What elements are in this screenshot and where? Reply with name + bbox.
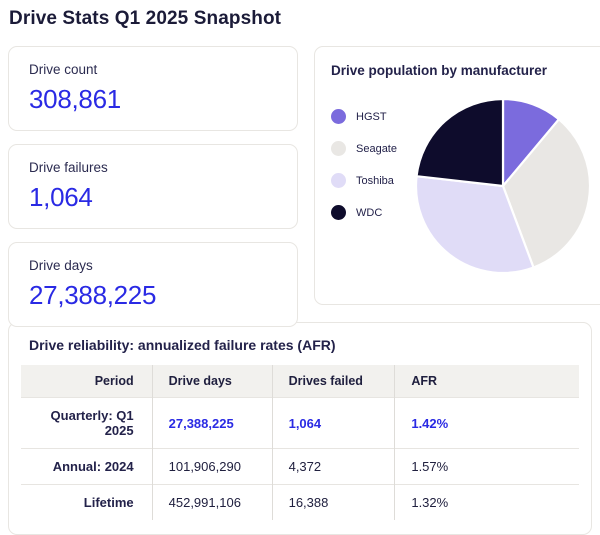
pie-chart-card: Drive population by manufacturer HGST Se… — [314, 46, 600, 305]
legend-item-toshiba: Toshiba — [331, 173, 413, 188]
afr-cell: 1.57% — [394, 448, 579, 485]
pie-slice-seagate — [501, 118, 592, 269]
legend-item-hgst: HGST — [331, 109, 413, 124]
afr-table-title: Drive reliability: annualized failure ra… — [29, 337, 336, 353]
legend-swatch-wdc — [331, 205, 346, 220]
legend-label-toshiba: Toshiba — [356, 174, 394, 187]
drive-failures-label: Drive failures — [29, 160, 108, 175]
drive-failures-value: 1,064 — [29, 182, 93, 212]
dashboard-grid: Drive count 308,861 Drive failures 1,064… — [8, 46, 600, 327]
afr-cell: 1.32% — [394, 484, 579, 520]
drives-failed-cell: 1,064 — [271, 397, 395, 449]
drive-failures-card: Drive failures 1,064 — [8, 144, 298, 229]
afr-cell: 1.42% — [394, 397, 579, 449]
legend-label-seagate: Seagate — [356, 142, 397, 155]
pie-chart-title: Drive population by manufacturer — [331, 63, 548, 78]
legend-label-hgst: HGST — [356, 110, 387, 123]
pie-chart-row: HGST Seagate Toshiba WDC — [331, 96, 599, 281]
drive-count-card: Drive count 308,861 — [8, 46, 298, 131]
period-cell: Quarterly: Q1 2025 — [50, 408, 134, 438]
drive-days-cell: 452,991,106 — [151, 484, 273, 520]
column-header-drives-failed: Drives failed — [271, 365, 395, 398]
drive-days-cell: 27,388,225 — [151, 397, 273, 449]
period-cell: Annual: 2024 — [52, 459, 134, 474]
legend-swatch-toshiba — [331, 173, 346, 188]
column-header-period: Period — [21, 365, 153, 398]
pie-slice-toshiba — [414, 175, 535, 275]
pie-chart-wrap — [413, 96, 593, 281]
afr-table-card: Drive reliability: annualized failure ra… — [8, 322, 592, 535]
drive-days-cell: 101,906,290 — [151, 448, 273, 485]
drive-days-value: 27,388,225 — [29, 280, 157, 310]
afr-table: Period Drive days Drives failed AFR Quar… — [21, 365, 579, 520]
drive-days-card: Drive days 27,388,225 — [8, 242, 298, 327]
drive-count-value: 308,861 — [29, 84, 121, 114]
drives-failed-cell: 16,388 — [271, 484, 395, 520]
period-cell: Lifetime — [83, 495, 134, 510]
drive-days-label: Drive days — [29, 258, 93, 273]
legend-label-wdc: WDC — [356, 206, 383, 219]
table-row-annual: Annual: 2024 101,906,290 4,372 1.57% — [21, 448, 579, 485]
table-row-quarterly: Quarterly: Q1 2025 27,388,225 1,064 1.42… — [21, 397, 579, 449]
legend-item-seagate: Seagate — [331, 141, 413, 156]
pie-legend: HGST Seagate Toshiba WDC — [331, 96, 413, 220]
legend-swatch-hgst — [331, 109, 346, 124]
drive-count-label: Drive count — [29, 62, 98, 77]
table-row-lifetime: Lifetime 452,991,106 16,388 1.32% — [21, 484, 579, 520]
page-title: Drive Stats Q1 2025 Snapshot — [9, 8, 282, 29]
pie-slice-wdc — [415, 97, 505, 188]
pie-chart — [414, 97, 592, 275]
drives-failed-cell: 4,372 — [271, 448, 395, 485]
column-header-drive-days: Drive days — [151, 365, 273, 398]
afr-table-header-row: Period Drive days Drives failed AFR — [21, 365, 579, 398]
legend-swatch-seagate — [331, 141, 346, 156]
legend-item-wdc: WDC — [331, 205, 413, 220]
stat-cards-column: Drive count 308,861 Drive failures 1,064… — [8, 46, 298, 327]
column-header-afr: AFR — [394, 365, 579, 398]
